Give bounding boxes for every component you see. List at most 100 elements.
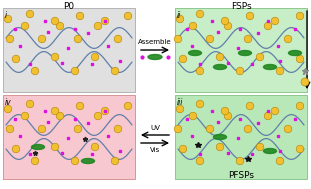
Bar [257, 32, 259, 34]
Ellipse shape [31, 145, 44, 149]
Circle shape [256, 53, 264, 61]
Circle shape [256, 143, 264, 151]
Bar [227, 152, 230, 154]
Ellipse shape [213, 135, 226, 139]
Circle shape [206, 35, 214, 43]
Text: P0: P0 [63, 2, 75, 11]
Circle shape [301, 78, 309, 86]
Bar [118, 150, 121, 152]
Ellipse shape [239, 50, 252, 56]
Circle shape [38, 125, 46, 133]
Circle shape [124, 12, 132, 20]
Circle shape [6, 35, 14, 43]
Circle shape [196, 67, 204, 75]
Circle shape [51, 53, 59, 61]
Circle shape [174, 125, 182, 133]
Bar [186, 118, 188, 120]
Text: UV: UV [150, 125, 160, 131]
FancyBboxPatch shape [175, 8, 307, 92]
Bar [276, 45, 279, 47]
Circle shape [221, 107, 229, 115]
Circle shape [196, 10, 204, 18]
Bar [216, 121, 219, 123]
Circle shape [236, 67, 244, 75]
Circle shape [114, 125, 122, 133]
Circle shape [12, 55, 20, 63]
Circle shape [91, 143, 99, 151]
Bar [107, 135, 109, 137]
Circle shape [91, 53, 99, 61]
Circle shape [276, 157, 284, 165]
Circle shape [296, 102, 304, 110]
Circle shape [174, 35, 182, 43]
Circle shape [224, 112, 232, 120]
Circle shape [111, 157, 119, 165]
Bar [191, 45, 193, 47]
Bar [186, 28, 188, 30]
Bar [44, 20, 46, 22]
Circle shape [26, 100, 34, 108]
Circle shape [56, 22, 64, 30]
Circle shape [221, 17, 229, 25]
Circle shape [31, 157, 39, 165]
Circle shape [244, 125, 252, 133]
Circle shape [21, 22, 29, 30]
Circle shape [56, 112, 64, 120]
Circle shape [51, 17, 59, 25]
Bar [104, 20, 106, 22]
Circle shape [196, 100, 204, 108]
Bar [251, 63, 253, 65]
Circle shape [74, 35, 82, 43]
Circle shape [271, 17, 279, 25]
Circle shape [284, 125, 292, 133]
Bar [86, 122, 89, 124]
Bar [251, 153, 253, 155]
Circle shape [94, 112, 102, 120]
Bar [118, 60, 121, 62]
Circle shape [264, 22, 272, 30]
Text: FSPs: FSPs [231, 2, 251, 11]
Bar [86, 32, 89, 34]
Bar [191, 135, 193, 137]
Ellipse shape [148, 54, 162, 60]
Bar [211, 110, 213, 112]
Bar [227, 62, 230, 64]
Bar [276, 135, 279, 137]
Bar [29, 153, 31, 155]
Circle shape [216, 143, 224, 151]
Bar [47, 31, 49, 33]
Circle shape [124, 102, 132, 110]
FancyBboxPatch shape [175, 95, 307, 179]
Circle shape [196, 157, 204, 165]
Text: ii: ii [177, 11, 181, 20]
Circle shape [101, 107, 109, 115]
Bar [279, 60, 281, 62]
Circle shape [296, 145, 304, 153]
Circle shape [51, 107, 59, 115]
Circle shape [4, 15, 12, 23]
Circle shape [179, 145, 187, 153]
Bar [267, 20, 269, 22]
FancyBboxPatch shape [3, 8, 135, 92]
Circle shape [71, 157, 79, 165]
Circle shape [264, 112, 272, 120]
Circle shape [176, 105, 184, 113]
Text: PFSPs: PFSPs [228, 171, 254, 180]
Circle shape [176, 15, 184, 23]
Circle shape [284, 35, 292, 43]
Circle shape [244, 35, 252, 43]
Text: Assemble: Assemble [138, 39, 172, 45]
Bar [61, 152, 63, 154]
Bar [74, 118, 77, 120]
Circle shape [74, 125, 82, 133]
Bar [74, 28, 77, 30]
Circle shape [4, 105, 12, 113]
Bar [279, 150, 281, 152]
Text: iii: iii [177, 98, 183, 107]
Circle shape [101, 17, 109, 25]
Bar [237, 47, 239, 49]
Circle shape [276, 67, 284, 75]
Text: iv: iv [5, 98, 12, 107]
Bar [67, 47, 69, 49]
Circle shape [31, 67, 39, 75]
